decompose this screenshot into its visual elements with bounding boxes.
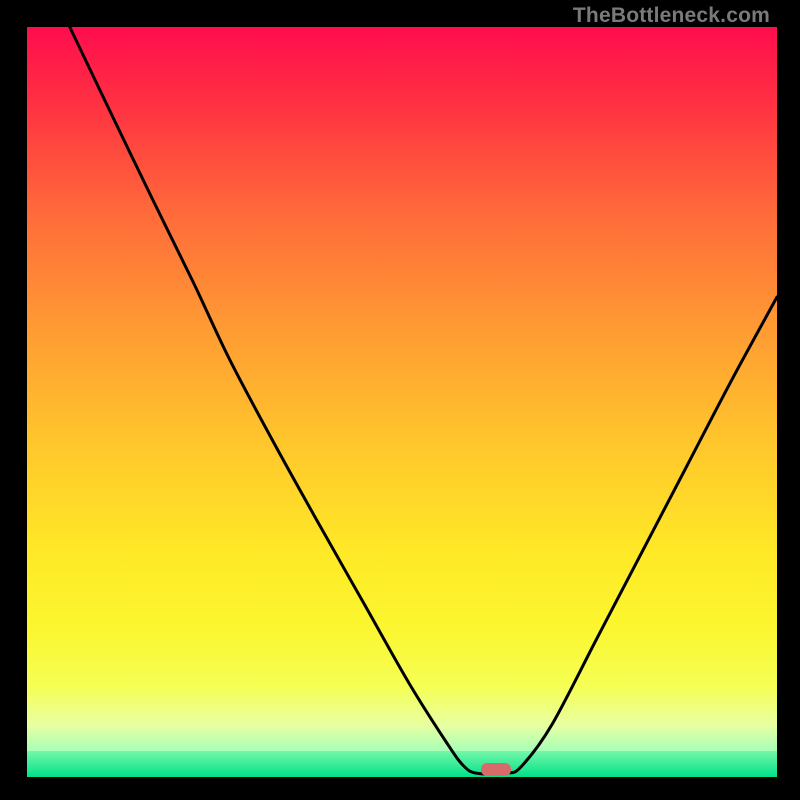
gradient-background <box>27 27 777 777</box>
watermark-text: TheBottleneck.com <box>573 4 770 28</box>
chart-container: { "watermark": "TheBottleneck.com", "cha… <box>0 0 800 800</box>
plot-area <box>27 27 777 777</box>
green-band <box>27 751 777 777</box>
optimal-marker <box>481 763 511 776</box>
bottleneck-curve <box>27 27 777 777</box>
